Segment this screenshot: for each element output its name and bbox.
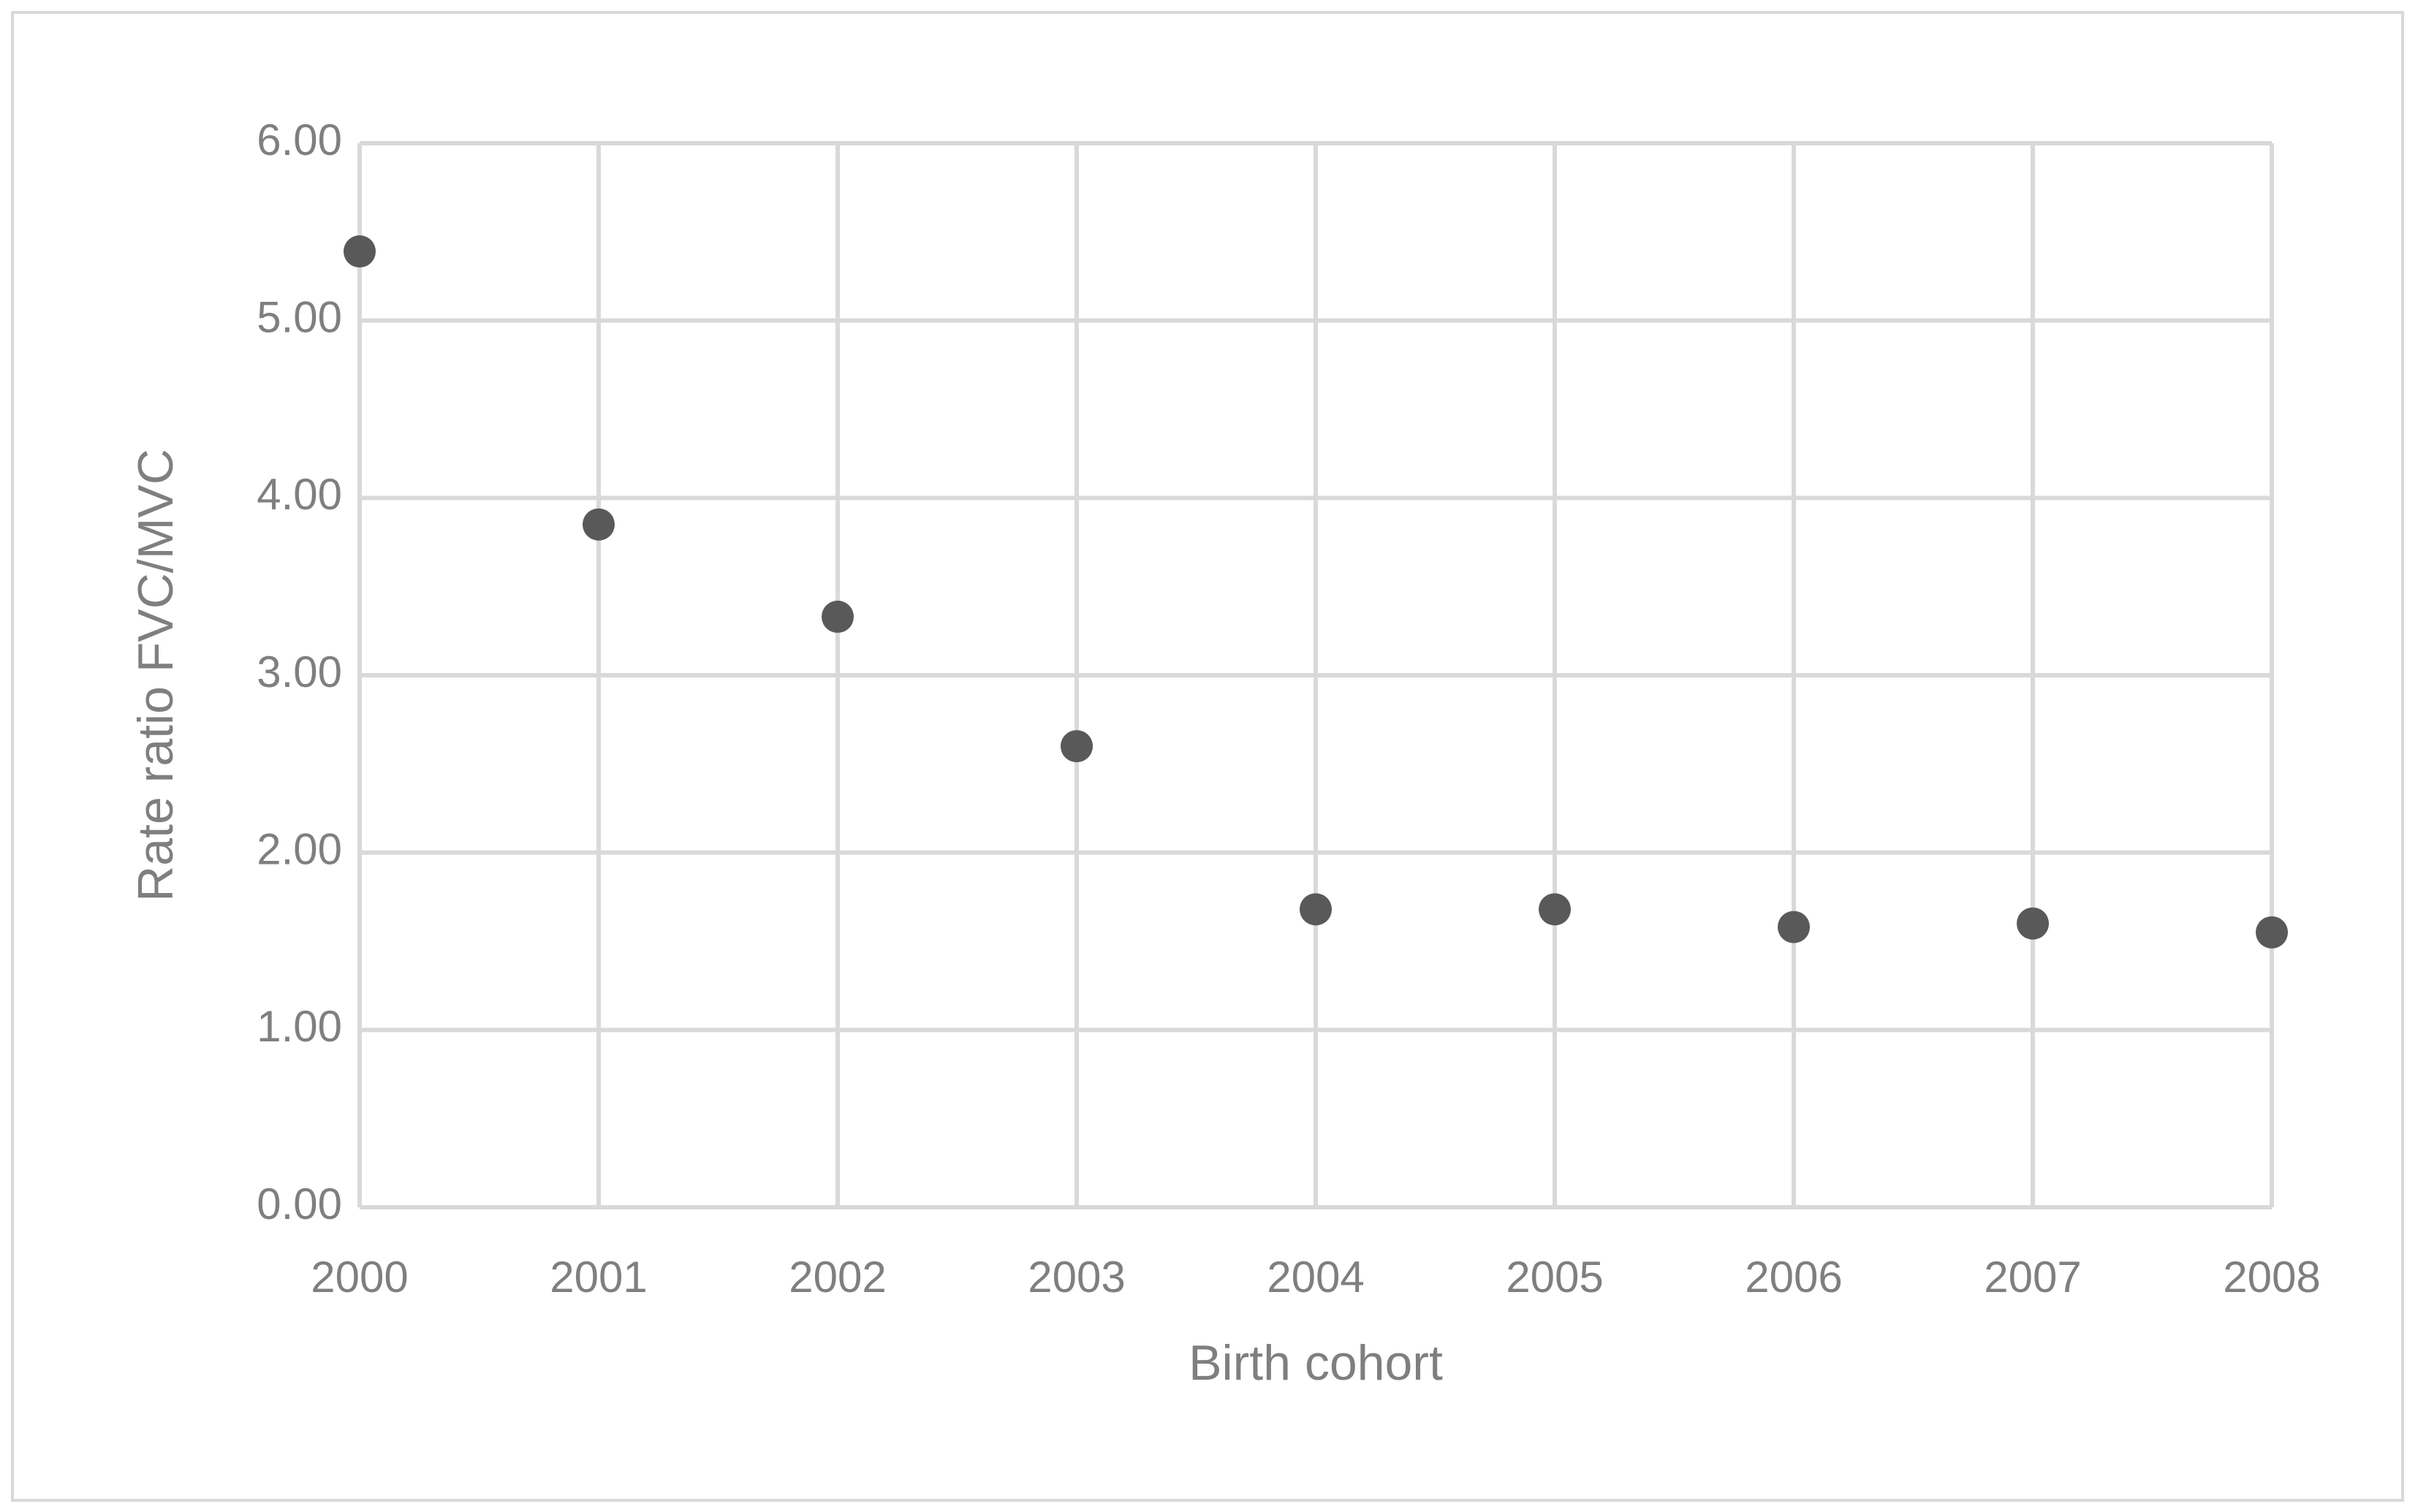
point xyxy=(2256,916,2288,949)
point xyxy=(1300,893,1332,926)
point xyxy=(2017,907,2049,940)
x-tick-label: 2000 xyxy=(311,1253,408,1302)
y-tick-label: 1.00 xyxy=(257,1002,342,1051)
chart-frame xyxy=(11,11,2404,1502)
x-tick-label: 2003 xyxy=(1028,1253,1125,1302)
y-axis-title: Rate ratio FVC/MVC xyxy=(128,449,183,902)
x-tick-label: 2007 xyxy=(1984,1253,2081,1302)
y-tick-label: 0.00 xyxy=(257,1179,342,1228)
point xyxy=(1061,730,1093,763)
x-tick-label: 2006 xyxy=(1745,1253,1842,1302)
y-tick-label: 6.00 xyxy=(257,115,342,164)
y-tick-label: 5.00 xyxy=(257,293,342,342)
x-tick-label: 2001 xyxy=(550,1253,647,1302)
point xyxy=(1539,893,1571,926)
point xyxy=(1778,911,1810,943)
x-axis-title: Birth cohort xyxy=(1189,1335,1443,1391)
x-tick-label: 2002 xyxy=(789,1253,886,1302)
x-tick-label: 2004 xyxy=(1267,1253,1364,1302)
point xyxy=(583,508,615,541)
point xyxy=(344,235,376,268)
x-tick-label: 2005 xyxy=(1506,1253,1603,1302)
x-tick-label: 2008 xyxy=(2223,1253,2320,1302)
y-tick-label: 4.00 xyxy=(257,470,342,519)
y-tick-label: 2.00 xyxy=(257,825,342,874)
point xyxy=(822,600,854,633)
y-tick-label: 3.00 xyxy=(257,647,342,696)
